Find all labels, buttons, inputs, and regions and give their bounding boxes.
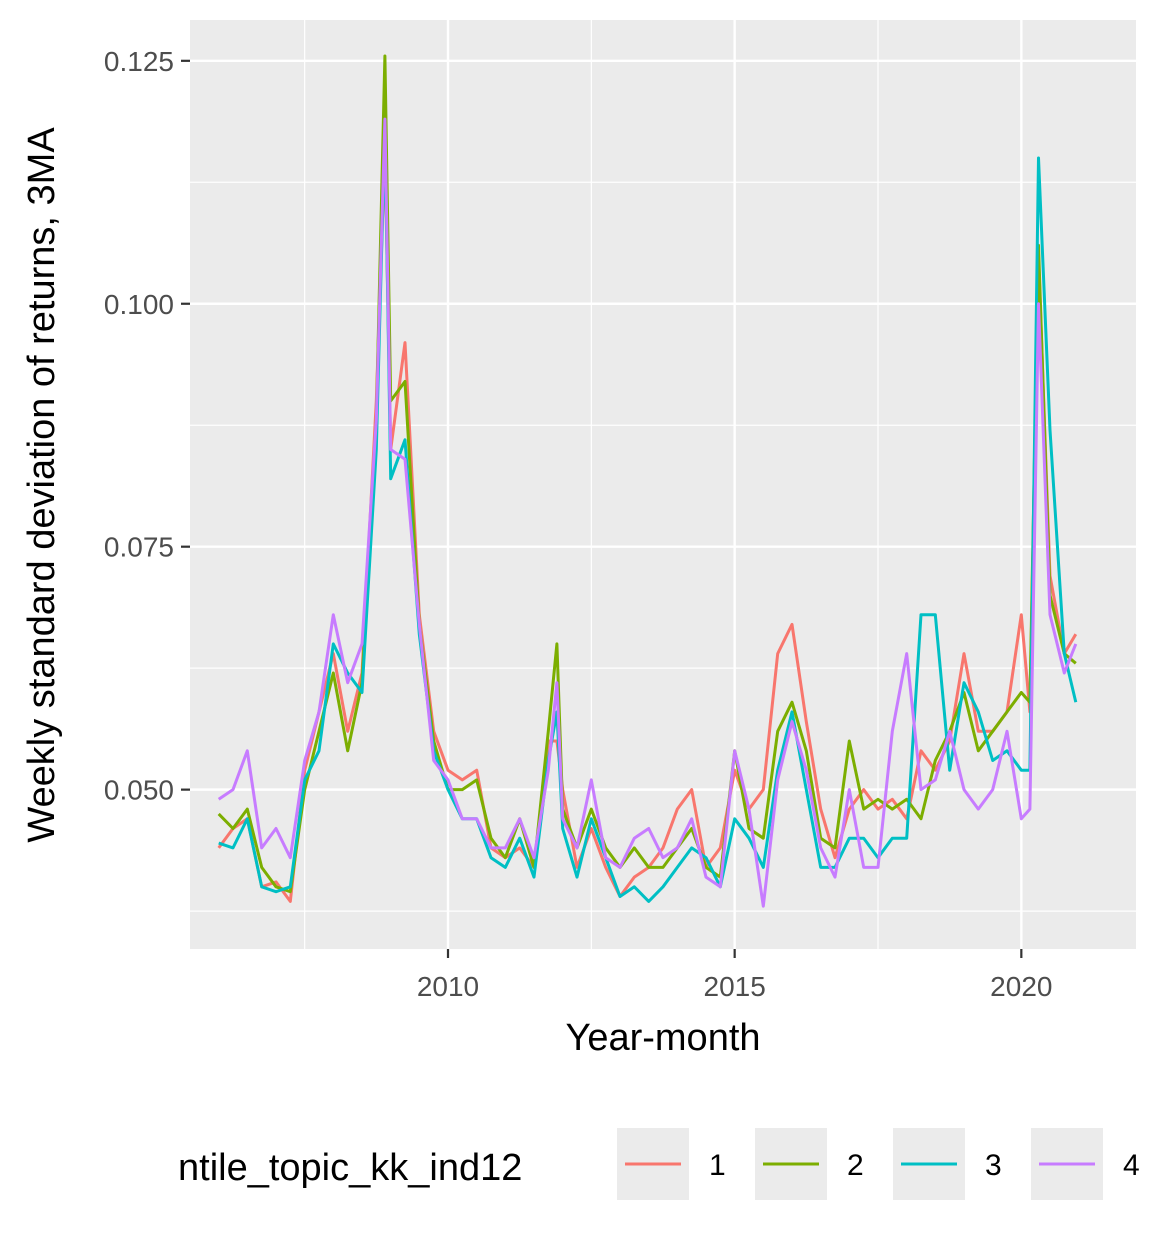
x-axis-title: Year-month [565, 1017, 760, 1059]
y-tick-label: 0.125 [104, 46, 174, 77]
y-tick-label: 0.075 [104, 532, 174, 563]
legend-label-4: 4 [1123, 1149, 1140, 1182]
y-axis-title: Weekly standard deviation of returns, 3M… [21, 127, 63, 843]
legend-label-2: 2 [847, 1149, 864, 1182]
y-tick-label: 0.100 [104, 289, 174, 320]
legend-label-1: 1 [709, 1149, 726, 1182]
x-tick-label: 2015 [704, 971, 766, 1002]
x-tick-label: 2010 [417, 971, 479, 1002]
legend-title: ntile_topic_kk_ind12 [178, 1147, 522, 1189]
series-line-4 [217, 117, 1078, 908]
series-line-3 [218, 127, 1078, 903]
x-tick-label: 2020 [990, 971, 1052, 1002]
y-tick-label: 0.050 [104, 775, 174, 806]
legend: ntile_topic_kk_ind12 1 2 3 4 [178, 1128, 1140, 1200]
grid-minor [190, 20, 1136, 949]
legend-label-3: 3 [985, 1149, 1002, 1182]
series-lines [217, 54, 1078, 908]
grid-major [190, 20, 1136, 949]
x-axis: 2010 2015 2020 [417, 949, 1052, 1002]
y-axis: 0.050 0.075 0.100 0.125 [104, 46, 190, 806]
plot-panel [190, 20, 1136, 949]
